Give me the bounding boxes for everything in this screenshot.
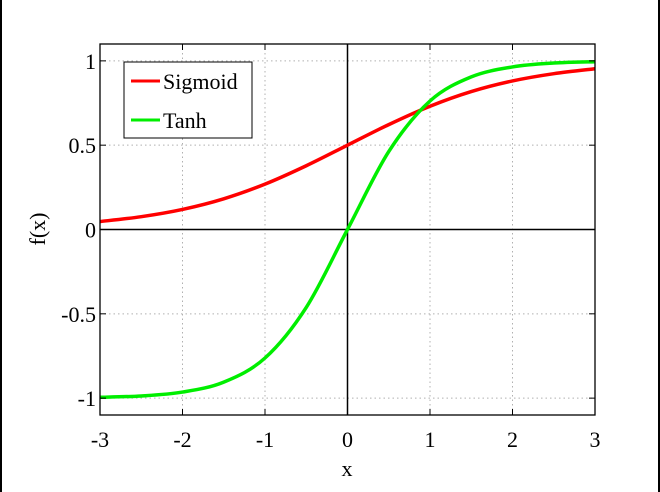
- x-tick-label: 2: [507, 427, 518, 452]
- x-tick-labels: -3 -2 -1 0 1 2 3: [91, 427, 601, 452]
- x-axis-label: x: [342, 456, 353, 481]
- x-tick-label: -3: [91, 427, 109, 452]
- y-tick-label: 1: [85, 49, 96, 74]
- series-line-tanh: [99, 59, 596, 400]
- y-tick-label: 0.5: [69, 133, 97, 158]
- x-tick-label: 1: [425, 427, 436, 452]
- x-tick-label: -2: [173, 427, 191, 452]
- x-tick-label: 3: [590, 427, 601, 452]
- y-tick-label: 0: [85, 218, 96, 243]
- y-tick-labels: -1 -0.5 0 0.5 1: [61, 49, 96, 411]
- y-tick-label: -1: [78, 386, 96, 411]
- series-line-sigmoid: [99, 67, 596, 224]
- y-tick-label: -0.5: [61, 302, 96, 327]
- x-tick-label: 0: [342, 427, 353, 452]
- legend: Sigmoid Tanh: [123, 61, 253, 139]
- legend-box: [123, 61, 253, 139]
- legend-label-tanh: Tanh: [163, 108, 207, 133]
- legend-label-sigmoid: Sigmoid: [163, 69, 238, 94]
- ticks: [99, 44, 596, 415]
- series-group: [99, 59, 596, 400]
- y-axis-label: f(x): [25, 213, 50, 246]
- x-tick-label: -1: [256, 427, 274, 452]
